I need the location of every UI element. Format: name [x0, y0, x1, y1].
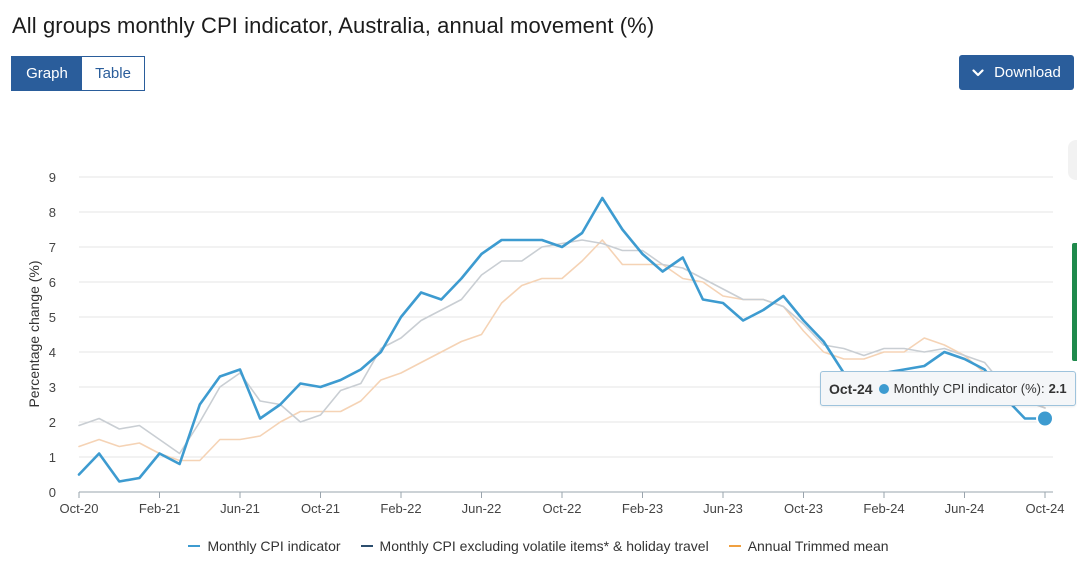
y-axis-label: Percentage change (%) [26, 260, 42, 407]
x-tick-label: Oct-20 [59, 501, 98, 516]
y-tick-label: 8 [49, 205, 56, 220]
x-tick-label: Feb-23 [622, 501, 663, 516]
chart-tooltip: Oct-24 Monthly CPI indicator (%): 2.1 [820, 371, 1076, 406]
tooltip-x: Oct-24 [829, 380, 873, 397]
legend-swatch-excl [360, 545, 373, 547]
legend-item-cpi[interactable]: Monthly CPI indicator [188, 538, 341, 554]
chart-legend: Monthly CPI indicator Monthly CPI exclud… [0, 538, 1077, 554]
x-tick-label: Jun-23 [703, 501, 743, 516]
highlight-point [1036, 409, 1054, 428]
series-line-trimmed [78, 239, 1046, 462]
x-tick-label: Feb-24 [863, 501, 904, 516]
line-chart: 0 1 2 3 4 5 6 7 8 9 Oct-20 Feb-21 Jun-21 Oct-21 Feb-22… [26, 170, 1065, 516]
x-tick-label: Feb-21 [139, 501, 180, 516]
y-tick-label: 6 [49, 275, 56, 290]
y-tick-label: 7 [49, 240, 56, 255]
side-panel-handle[interactable] [1068, 140, 1077, 180]
tooltip-dot-icon [878, 383, 889, 394]
x-tick-label: Jun-22 [462, 501, 502, 516]
x-tick-label: Oct-22 [542, 501, 581, 516]
chevron-down-icon [972, 68, 984, 77]
legend-swatch-cpi [188, 545, 201, 547]
y-tick-label: 5 [49, 310, 56, 325]
legend-label-cpi: Monthly CPI indicator [207, 538, 341, 554]
x-tick-label: Oct-21 [301, 501, 340, 516]
page-title: All groups monthly CPI indicator, Austra… [12, 13, 655, 38]
series-lines [77, 196, 1047, 483]
axes: 0 1 2 3 4 5 6 7 8 9 Oct-20 Feb-21 Jun-21 Oct-21 Feb-22… [49, 170, 1065, 516]
legend-label-excl: Monthly CPI excluding volatile items* & … [379, 538, 709, 554]
legend-label-trimmed: Annual Trimmed mean [747, 538, 889, 554]
highlight-markers [1036, 409, 1054, 428]
y-tick-label: 0 [49, 485, 56, 500]
x-tick-label: Jun-24 [945, 501, 985, 516]
legend-swatch-trimmed [728, 545, 741, 547]
y-tick-label: 2 [49, 415, 56, 430]
tooltip-series: Monthly CPI indicator (%): [893, 381, 1045, 396]
x-tick-label: Oct-24 [1025, 501, 1064, 516]
download-label: Download [994, 64, 1061, 81]
legend-item-trimmed[interactable]: Annual Trimmed mean [728, 538, 889, 554]
grid-lines [79, 176, 1053, 458]
tooltip-value: 2.1 [1048, 381, 1067, 396]
y-tick-label: 3 [49, 380, 56, 395]
graph-tab[interactable]: Graph [12, 57, 82, 90]
download-button[interactable]: Download [959, 55, 1074, 90]
x-tick-label: Jun-21 [220, 501, 260, 516]
x-tick-label: Oct-23 [784, 501, 823, 516]
view-toggle: Graph Table [11, 56, 145, 91]
y-tick-label: 4 [49, 345, 56, 360]
y-tick-label: 9 [49, 170, 56, 185]
y-tick-label: 1 [49, 450, 56, 465]
table-tab[interactable]: Table [82, 57, 144, 90]
x-tick-label: Feb-22 [380, 501, 421, 516]
legend-item-excl[interactable]: Monthly CPI excluding volatile items* & … [360, 538, 709, 554]
feedback-tab[interactable] [1072, 243, 1077, 361]
series-line-excl [78, 239, 1046, 455]
